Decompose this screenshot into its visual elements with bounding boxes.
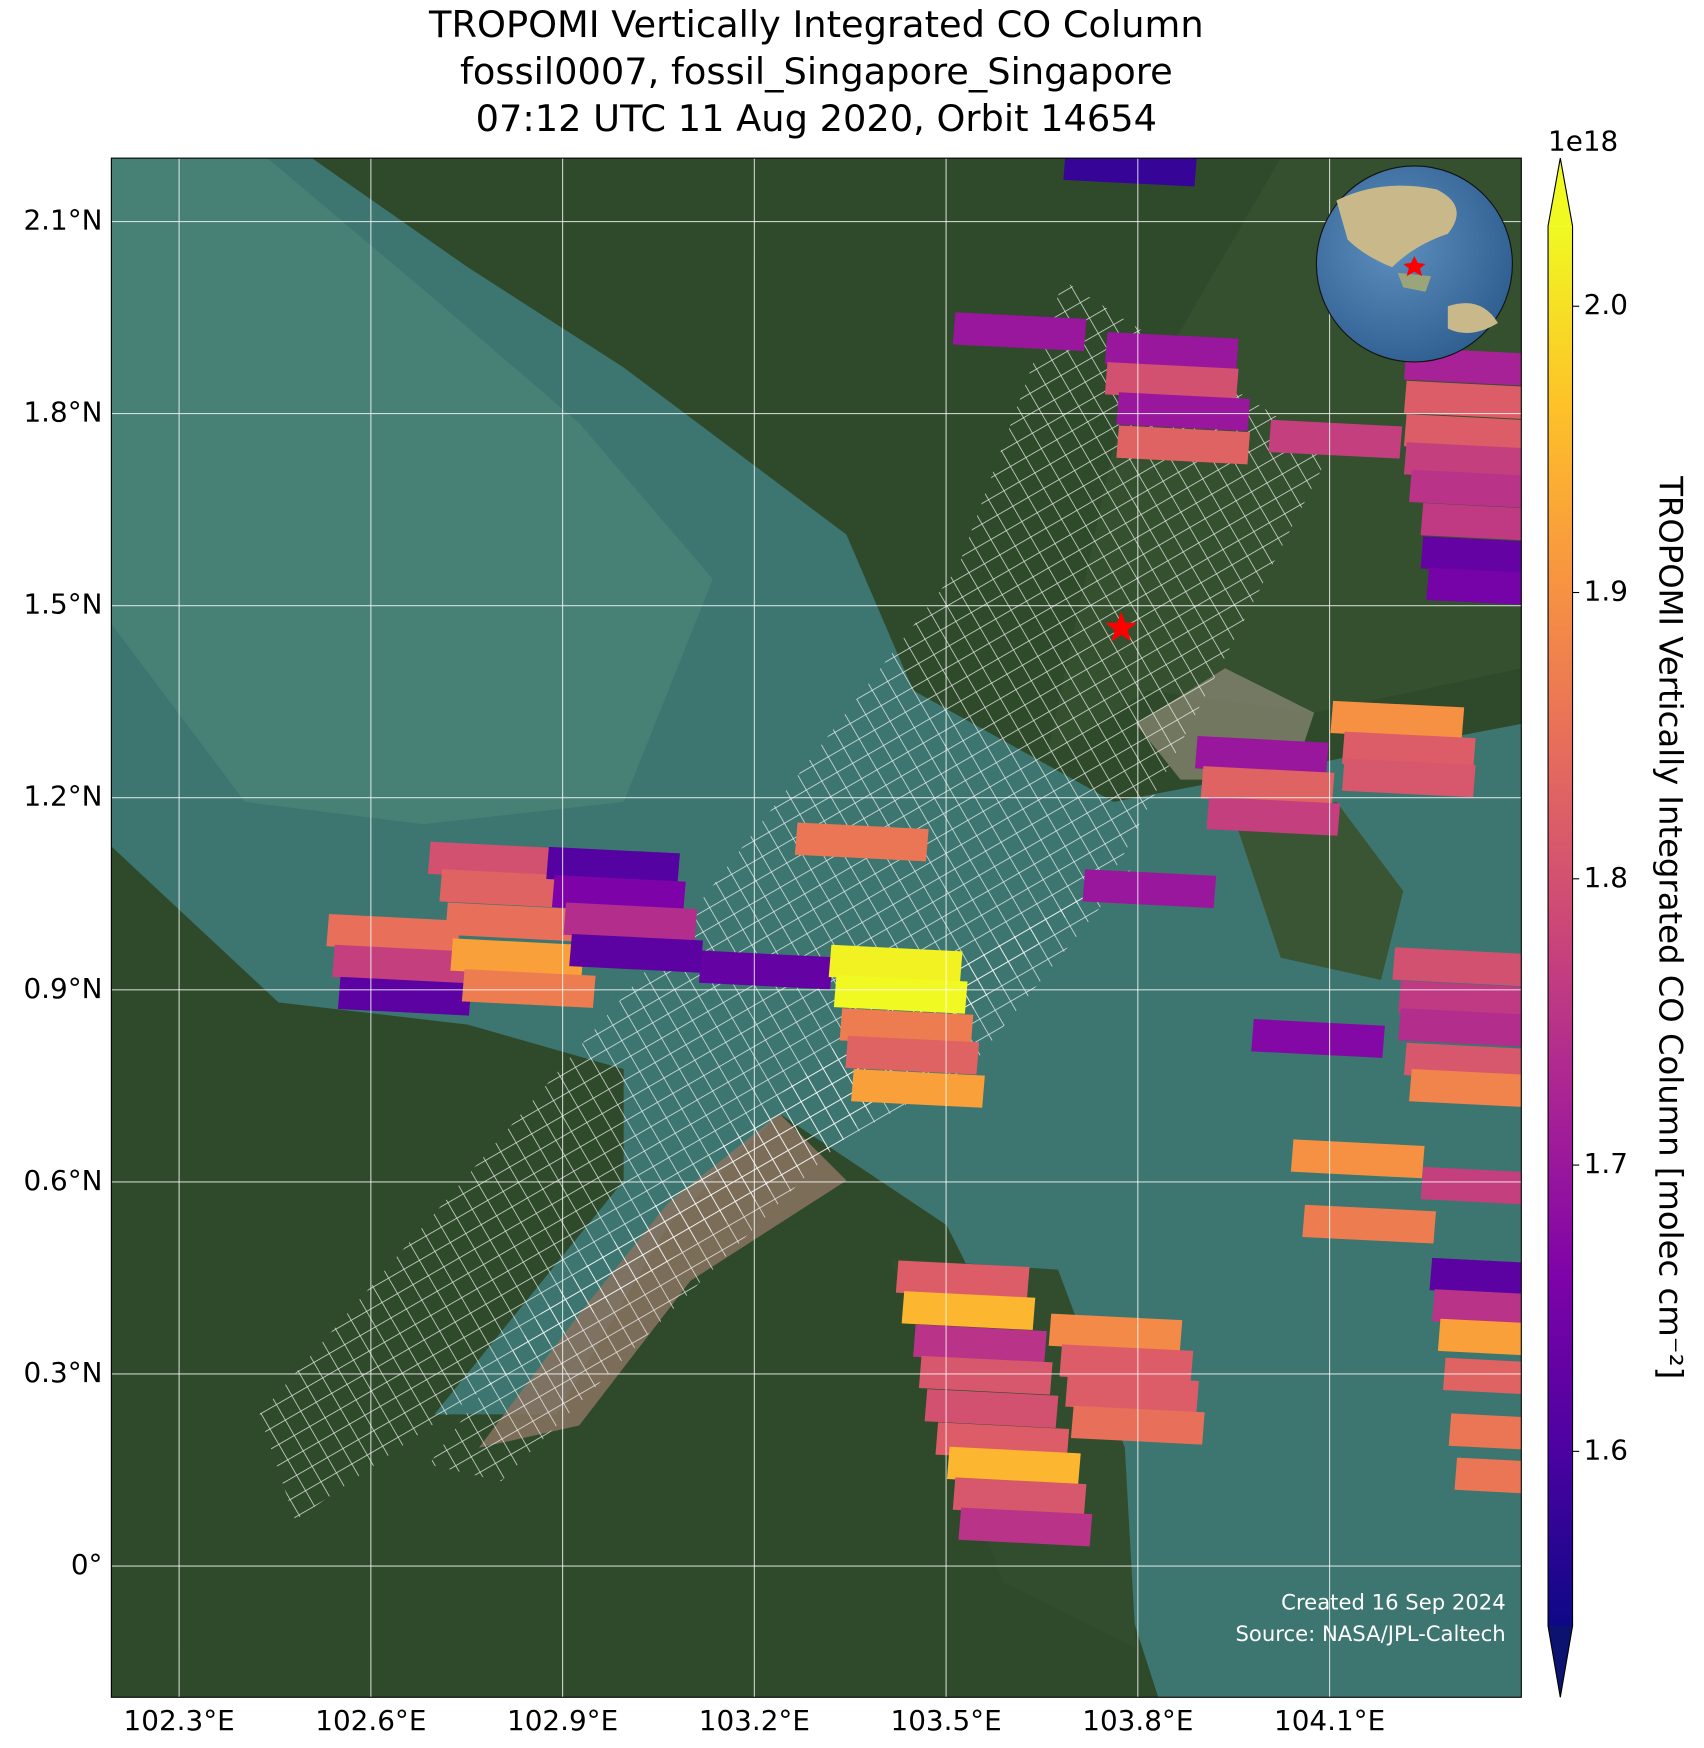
co-pixel bbox=[845, 1035, 980, 1075]
map-frame bbox=[110, 157, 1522, 1698]
co-pixel bbox=[326, 914, 461, 953]
co-pixel bbox=[1195, 736, 1329, 775]
co-pixel bbox=[1200, 766, 1335, 805]
co-pixel bbox=[439, 869, 574, 909]
co-pixel bbox=[1409, 469, 1522, 508]
colorbar-exponent: 1e18 bbox=[1548, 125, 1618, 158]
colorbar-tick-label: 1.6 bbox=[1584, 1433, 1628, 1466]
colorbar-extend-max bbox=[1548, 158, 1573, 227]
x-tick-label: 102.6°E bbox=[315, 1704, 426, 1737]
co-pixel bbox=[833, 974, 968, 1014]
co-pixel bbox=[1268, 419, 1403, 459]
co-pixel bbox=[563, 902, 698, 942]
co-pixel bbox=[1330, 700, 1465, 740]
colorbar-frame bbox=[1547, 158, 1574, 1698]
co-pixel bbox=[698, 950, 833, 990]
title-line: TROPOMI Vertically Integrated CO Column bbox=[428, 3, 1204, 46]
co-pixel bbox=[1251, 1019, 1385, 1058]
co-pixel bbox=[1403, 380, 1522, 419]
co-pixel bbox=[1206, 796, 1341, 836]
swath-grid bbox=[259, 280, 1331, 1521]
co-pixel bbox=[918, 1355, 1053, 1395]
co-pixel bbox=[1437, 1318, 1522, 1356]
colorbar-tick-label: 1.9 bbox=[1584, 575, 1628, 608]
globe-land bbox=[1336, 185, 1457, 268]
globe-inset bbox=[1315, 165, 1513, 363]
co-pixel bbox=[952, 312, 1087, 352]
co-pixel bbox=[1082, 869, 1217, 909]
co-pixel bbox=[1290, 1139, 1425, 1179]
target-star bbox=[1105, 611, 1138, 642]
x-tick-label: 103.2°E bbox=[699, 1704, 810, 1737]
co-pixel bbox=[1454, 1457, 1522, 1494]
co-pixel bbox=[1448, 1413, 1522, 1450]
co-pixel bbox=[828, 944, 963, 984]
co-pixel bbox=[901, 1291, 1036, 1330]
co-pixel bbox=[1065, 1374, 1199, 1414]
globe-land bbox=[1397, 272, 1432, 292]
y-tick-label: 0.3°N bbox=[23, 1356, 102, 1389]
x-tick-label: 103.8°E bbox=[1082, 1704, 1193, 1737]
co-pixel bbox=[1063, 158, 1197, 187]
co-pixel bbox=[1429, 1257, 1522, 1295]
x-tick-label: 102.9°E bbox=[507, 1704, 618, 1737]
co-pixel bbox=[958, 1507, 1093, 1547]
co-pixel bbox=[895, 1260, 1030, 1300]
batam-island bbox=[1236, 801, 1404, 981]
co-pixel bbox=[1048, 1313, 1183, 1353]
annotation: Source: NASA/JPL-Caltech bbox=[1235, 1621, 1505, 1646]
y-tick-label: 1.5°N bbox=[23, 588, 102, 621]
co-pixel bbox=[461, 969, 596, 1008]
co-pixel bbox=[1403, 414, 1522, 453]
x-tick-label: 102.3°E bbox=[124, 1704, 235, 1737]
y-tick-label: 1.8°N bbox=[23, 396, 102, 429]
co-pixel bbox=[1302, 1204, 1437, 1244]
co-pixel bbox=[1398, 1008, 1522, 1047]
co-pixel bbox=[1432, 1289, 1522, 1326]
co-pixel bbox=[569, 933, 703, 973]
y-tick-label: 0° bbox=[71, 1548, 103, 1581]
co-pixel bbox=[1426, 567, 1522, 605]
co-pixel bbox=[946, 1446, 1081, 1486]
map-area: Created 16 Sep 2024 Source: NASA/JPL-Cal… bbox=[111, 158, 1522, 1698]
co-pixel bbox=[794, 822, 929, 862]
y-tick-label: 0.9°N bbox=[23, 972, 102, 1005]
y-tick-label: 1.2°N bbox=[23, 780, 102, 813]
globe-land bbox=[1447, 303, 1498, 333]
co-pixel bbox=[1420, 536, 1522, 574]
colorbar-tick-label: 1.8 bbox=[1584, 861, 1628, 894]
annotation: Created 16 Sep 2024 bbox=[1281, 1590, 1506, 1615]
title-line: 07:12 UTC 11 Aug 2020, Orbit 14654 bbox=[476, 97, 1157, 140]
colorbar-tick-label: 1.7 bbox=[1584, 1147, 1628, 1180]
co-pixel bbox=[546, 846, 680, 886]
co-pixel bbox=[952, 1477, 1087, 1517]
co-pixel bbox=[1420, 1166, 1522, 1205]
co-pixel bbox=[1116, 392, 1251, 432]
co-pixel bbox=[1342, 758, 1476, 798]
co-pixel bbox=[337, 976, 472, 1016]
globe-star bbox=[1403, 256, 1426, 277]
colorbar-label: TROPOMI Vertically Integrated CO Column … bbox=[1651, 475, 1689, 1379]
y-tick-label: 0.6°N bbox=[23, 1164, 102, 1197]
co-pixel bbox=[1443, 1357, 1522, 1394]
co-pixel bbox=[332, 944, 466, 984]
colorbar-extend-min bbox=[1548, 1626, 1573, 1698]
x-tick-label: 104.1°E bbox=[1274, 1704, 1385, 1737]
x-tick-label: 103.5°E bbox=[891, 1704, 1002, 1737]
co-pixel bbox=[445, 902, 579, 942]
y-tick-label: 2.1°N bbox=[23, 204, 102, 237]
co-pixel bbox=[450, 938, 585, 978]
title-line: fossil0007, fossil_Singapore_Singapore bbox=[460, 50, 1173, 93]
co-pixel bbox=[924, 1389, 1059, 1428]
co-pixel bbox=[1403, 442, 1522, 481]
co-pixel bbox=[1409, 1069, 1522, 1107]
co-pixel bbox=[851, 1069, 985, 1108]
colorbar-tick-label: 2.0 bbox=[1584, 288, 1628, 321]
co-pixel bbox=[1392, 947, 1522, 987]
co-pixel bbox=[1116, 425, 1251, 465]
co-pixel bbox=[1420, 503, 1522, 541]
colorbar bbox=[1548, 226, 1573, 1627]
